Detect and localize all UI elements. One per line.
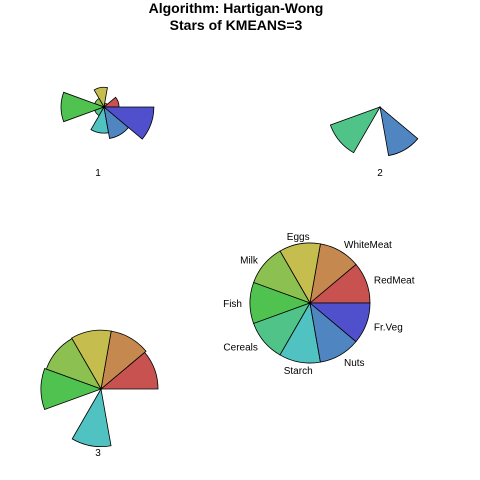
key-label-starch: Starch (284, 366, 313, 377)
star-3-starch-segment (71, 387, 112, 447)
star-1-fish-segment (60, 91, 106, 123)
star-3-eggs-segment (71, 329, 112, 391)
key-label-fr-veg: Fr.Veg (374, 322, 403, 333)
star-3-fish-segment (40, 367, 103, 411)
key-fr-veg-segment (308, 302, 371, 343)
key-label-nuts: Nuts (344, 358, 365, 369)
key-label-whitemeat: WhiteMeat (344, 240, 392, 251)
key-label-milk: Milk (240, 255, 259, 266)
star-3: 3 (40, 329, 159, 459)
star-2: 2 (329, 105, 419, 179)
key-star: RedMeat WhiteMeat Eggs Milk Fish Cereals Starc… (223, 232, 415, 377)
star-label: 3 (95, 448, 101, 459)
key-label-cereals: Cereals (223, 343, 257, 354)
star-1-fr-veg-segment (102, 106, 155, 140)
key-label-redmeat: RedMeat (374, 276, 415, 287)
star-1: 1 (60, 86, 155, 179)
star-2-nuts-segment (379, 105, 419, 157)
star-label: 1 (95, 168, 101, 179)
key-label-fish: Fish (223, 299, 242, 310)
star-2-cereals-segment (329, 106, 381, 154)
chart-title-line-2: Stars of KMEANS=3 (170, 17, 303, 33)
star-1-eggs-segment (93, 86, 108, 109)
stars-group: 1 2 3 (40, 86, 419, 459)
key-label-eggs: Eggs (287, 232, 310, 243)
star-label: 2 (377, 168, 383, 179)
chart-title-line-1: Algorithm: Hartigan-Wong (149, 0, 324, 16)
